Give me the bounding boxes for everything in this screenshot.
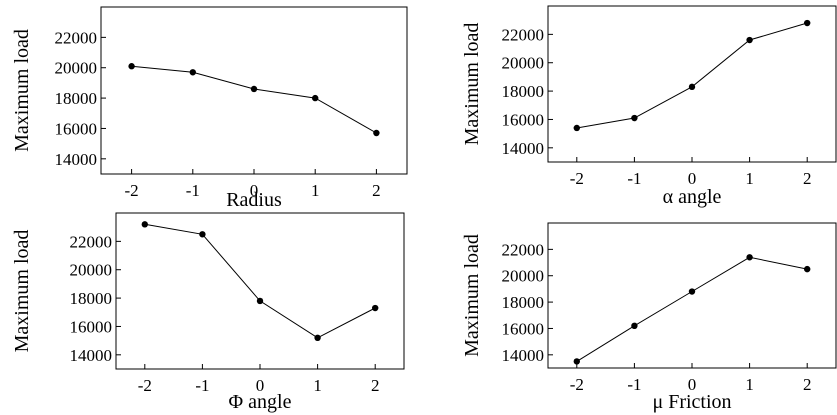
y-axis-label: Maximum load — [11, 29, 33, 152]
chart-4: 14000 16000 18000 20000 22000 -2 -1 0 1 2 μ Fricti… — [461, 222, 837, 413]
series-line — [131, 65, 377, 134]
data-point — [631, 114, 638, 122]
x-axis-label: Radius — [226, 189, 282, 211]
y-tick-label: 18000 — [70, 289, 113, 308]
x-tick-label: 2 — [803, 169, 812, 188]
y-tick-label: 16000 — [502, 110, 545, 129]
series-line — [576, 256, 808, 362]
x-tick-label: 2 — [372, 181, 381, 200]
chart-3: 14000 16000 18000 20000 22000 -2 -1 0 1 2 Φ angle M… — [11, 212, 405, 413]
y-tick-label: 18000 — [502, 293, 545, 312]
data-point — [573, 358, 580, 365]
data-point — [746, 36, 753, 44]
x-axis-label: α angle — [663, 186, 722, 208]
data-point — [373, 129, 380, 137]
chart-1: 14000 16000 18000 20000 22000 -2 -1 0 1 2 Radius Ma… — [11, 6, 408, 211]
y-tick-label: 22000 — [70, 232, 113, 251]
data-point — [141, 221, 148, 228]
x-tick-label: 1 — [311, 181, 320, 200]
data-point — [189, 69, 196, 76]
y-tick-label: 20000 — [70, 261, 113, 280]
plot-frame — [547, 222, 837, 369]
y-tick-label: 20000 — [55, 59, 98, 78]
y-tick-label: 14000 — [55, 150, 98, 169]
y-tick-label: 22000 — [502, 25, 545, 44]
data-point — [573, 124, 580, 132]
x-tick-label: -1 — [186, 181, 200, 200]
data-point — [256, 297, 264, 305]
y-tick-label: 18000 — [55, 89, 98, 108]
data-point — [372, 304, 379, 312]
data-point — [314, 334, 321, 341]
y-tick-label: 20000 — [502, 54, 545, 73]
data-point — [250, 85, 258, 93]
data-point — [199, 231, 206, 238]
x-tick-label: -1 — [627, 375, 641, 394]
data-point — [746, 254, 753, 261]
x-tick-label: 2 — [371, 376, 380, 395]
y-tick-label: 14000 — [70, 346, 113, 365]
plot-frame — [115, 212, 405, 370]
x-tick-label: 1 — [745, 375, 754, 394]
x-tick-label: -2 — [125, 181, 139, 200]
x-tick-label: -1 — [627, 169, 641, 188]
data-point — [804, 19, 811, 27]
x-tick-label: -2 — [138, 376, 152, 395]
y-tick-label: 14000 — [502, 346, 545, 365]
x-tick-label: -2 — [570, 169, 584, 188]
series-line — [144, 223, 376, 339]
x-tick-label: 1 — [745, 169, 754, 188]
x-tick-label: 2 — [803, 375, 812, 394]
y-tick-label: 16000 — [70, 317, 113, 336]
y-tick-label: 20000 — [502, 267, 545, 286]
data-point — [688, 288, 696, 295]
data-point — [688, 83, 696, 91]
y-axis-label: Maximum load — [461, 234, 483, 357]
y-tick-label: 22000 — [502, 240, 545, 259]
x-tick-label: -2 — [570, 375, 584, 394]
data-point — [128, 63, 135, 70]
y-tick-label: 18000 — [502, 82, 545, 101]
x-tick-label: 0 — [250, 181, 259, 200]
y-tick-label: 16000 — [502, 319, 545, 338]
chart-2: 14000 16000 18000 20000 22000 -2 -1 0 1 2 α angle M… — [461, 5, 837, 208]
y-axis-label: Maximum load — [461, 23, 483, 146]
data-point — [804, 265, 811, 273]
y-tick-label: 16000 — [55, 119, 98, 138]
x-axis-label: μ Friction — [652, 391, 731, 413]
x-axis-label: Φ angle — [229, 391, 292, 413]
x-tick-label: 0 — [688, 375, 697, 394]
y-axis-label: Maximum load — [11, 230, 33, 353]
x-tick-label: 1 — [313, 376, 322, 395]
y-tick-label: 22000 — [55, 28, 98, 47]
series-line — [576, 22, 808, 129]
x-tick-label: 0 — [256, 376, 265, 395]
y-tick-label: 14000 — [502, 139, 545, 158]
data-point — [312, 94, 319, 102]
data-point — [631, 322, 638, 330]
x-tick-label: 0 — [688, 169, 697, 188]
x-tick-label: -1 — [195, 376, 209, 395]
